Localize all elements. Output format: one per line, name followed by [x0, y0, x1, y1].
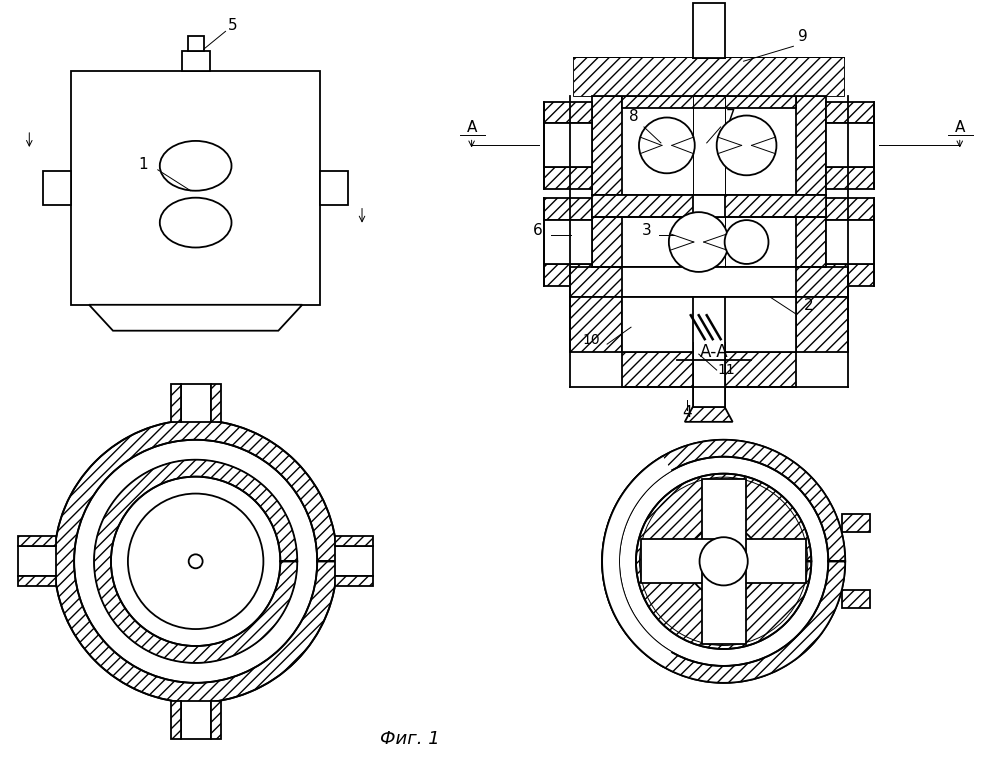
Circle shape [128, 494, 264, 629]
Bar [569, 267, 848, 297]
Bar [543, 264, 591, 286]
Bar [591, 96, 621, 195]
Bar [182, 51, 210, 71]
Ellipse shape [160, 141, 232, 190]
Bar [826, 101, 873, 123]
Bar [211, 701, 221, 738]
Polygon shape [684, 407, 732, 422]
Bar [71, 71, 321, 305]
Circle shape [189, 554, 203, 568]
Polygon shape [723, 539, 806, 583]
Text: 5: 5 [228, 18, 238, 33]
Bar [621, 96, 796, 108]
Bar [335, 576, 373, 586]
Bar [181, 384, 211, 422]
Bar [43, 171, 71, 205]
Bar [321, 171, 348, 205]
Circle shape [602, 440, 845, 683]
Polygon shape [602, 456, 671, 667]
Circle shape [724, 220, 768, 264]
Circle shape [716, 116, 776, 175]
Bar [826, 168, 873, 189]
Bar [543, 123, 591, 168]
Text: А-А: А-А [699, 343, 728, 361]
Bar [171, 701, 181, 738]
Bar [725, 58, 844, 96]
Bar [826, 198, 873, 220]
Circle shape [639, 117, 694, 173]
Bar [826, 264, 873, 286]
Text: 6: 6 [532, 223, 542, 238]
Text: 10: 10 [582, 333, 600, 347]
Bar [573, 58, 844, 96]
Bar [591, 216, 621, 267]
Circle shape [94, 459, 298, 663]
Bar [335, 546, 373, 576]
Bar [543, 101, 591, 123]
Bar [591, 195, 826, 216]
Text: 3: 3 [642, 223, 651, 238]
Text: Фиг. 1: Фиг. 1 [380, 730, 440, 748]
Bar [692, 297, 724, 407]
Circle shape [699, 537, 748, 585]
Bar [543, 198, 591, 220]
Bar [842, 591, 870, 608]
Text: 7: 7 [726, 109, 735, 124]
Bar [188, 36, 204, 51]
Bar [842, 514, 870, 533]
Bar [18, 536, 56, 546]
Ellipse shape [160, 197, 232, 248]
Polygon shape [641, 539, 723, 583]
Bar [335, 536, 373, 546]
Bar [796, 297, 848, 352]
Bar [796, 216, 826, 267]
Bar [543, 220, 591, 264]
Polygon shape [602, 440, 845, 683]
Bar [826, 123, 873, 168]
Bar [211, 384, 221, 422]
Bar [621, 297, 796, 352]
Text: 2: 2 [803, 298, 813, 313]
Polygon shape [701, 562, 745, 644]
Bar [692, 4, 724, 58]
Bar [543, 168, 591, 189]
Bar [18, 576, 56, 586]
Bar [181, 701, 211, 738]
Bar [573, 58, 691, 96]
Bar [569, 297, 621, 352]
Text: 4: 4 [682, 405, 691, 420]
Text: А: А [955, 120, 965, 135]
Text: А: А [467, 120, 477, 135]
Bar [826, 220, 873, 264]
Polygon shape [89, 305, 303, 331]
Polygon shape [701, 479, 745, 562]
Polygon shape [94, 459, 298, 663]
Bar [621, 352, 796, 387]
Text: 1: 1 [138, 157, 148, 172]
Circle shape [669, 212, 728, 272]
Bar [692, 195, 724, 216]
Text: 8: 8 [629, 109, 638, 124]
Polygon shape [54, 420, 337, 703]
Polygon shape [636, 474, 811, 649]
Text: 9: 9 [798, 29, 808, 44]
Bar [796, 96, 826, 195]
Bar [171, 384, 181, 422]
Bar [18, 546, 56, 576]
Text: 11: 11 [717, 363, 735, 377]
Bar [621, 267, 796, 297]
